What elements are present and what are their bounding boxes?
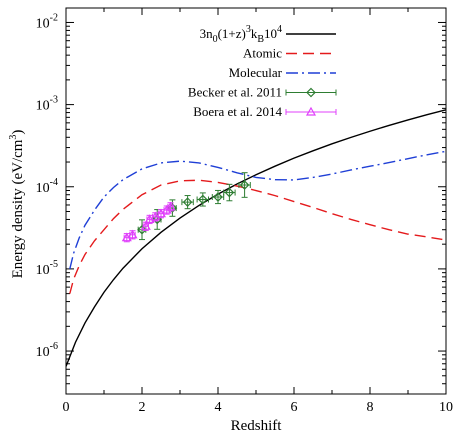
plot-area	[66, 8, 446, 394]
y-axis-title: Energy density (eV/cm3)	[8, 130, 26, 279]
x-axis-title: Redshift	[231, 418, 283, 434]
y-tick-label: 10-2	[36, 12, 58, 31]
series-line	[69, 150, 446, 270]
x-tick-label: 6	[291, 400, 298, 415]
series-line	[66, 109, 446, 367]
data-point	[197, 194, 208, 205]
x-tick-label: 10	[439, 400, 453, 415]
series-2	[69, 150, 446, 270]
data-point	[140, 221, 151, 230]
x-tick-label: 2	[139, 400, 146, 415]
legend-label: Becker et al. 2011	[188, 85, 282, 100]
series-line	[69, 179, 446, 294]
y-tick-label: 10-6	[36, 341, 58, 360]
series-0	[66, 109, 446, 367]
axis-tick-labels: 0 2 4 6 8 10 10-6 10-5 10-4 10-3 10-2	[36, 12, 453, 415]
y-tick-label: 10-4	[36, 177, 58, 196]
y-axis-title-end: )	[10, 130, 26, 135]
data-point	[239, 180, 250, 190]
series-layer	[66, 109, 446, 367]
legend-marker	[305, 106, 317, 116]
data-point	[224, 187, 235, 198]
y-tick-label: 10-3	[36, 95, 58, 114]
data-point	[127, 229, 138, 239]
legend-label: Molecular	[229, 65, 283, 80]
series-1	[69, 179, 446, 294]
y-tick-label: 10-5	[36, 259, 58, 278]
data-point	[137, 224, 147, 235]
data-point	[213, 192, 223, 202]
data-point	[165, 201, 176, 211]
legend-marker	[306, 87, 316, 98]
x-tick-label: 8	[367, 400, 374, 415]
x-tick-label: 4	[215, 400, 222, 415]
data-point	[182, 197, 193, 207]
plot-frame	[65, 7, 447, 395]
y-axis-title-sup: 3	[8, 135, 19, 140]
y-axis-title-main: Energy density (eV/cm	[10, 139, 26, 278]
legend-label: 3n0(1+z)3kB104	[200, 24, 282, 45]
legend-label: Atomic	[243, 46, 282, 61]
x-tick-label: 0	[63, 400, 70, 415]
series-4	[121, 201, 176, 243]
axis-ticks	[65, 8, 447, 395]
legend-label: Boera et al. 2014	[193, 104, 282, 119]
